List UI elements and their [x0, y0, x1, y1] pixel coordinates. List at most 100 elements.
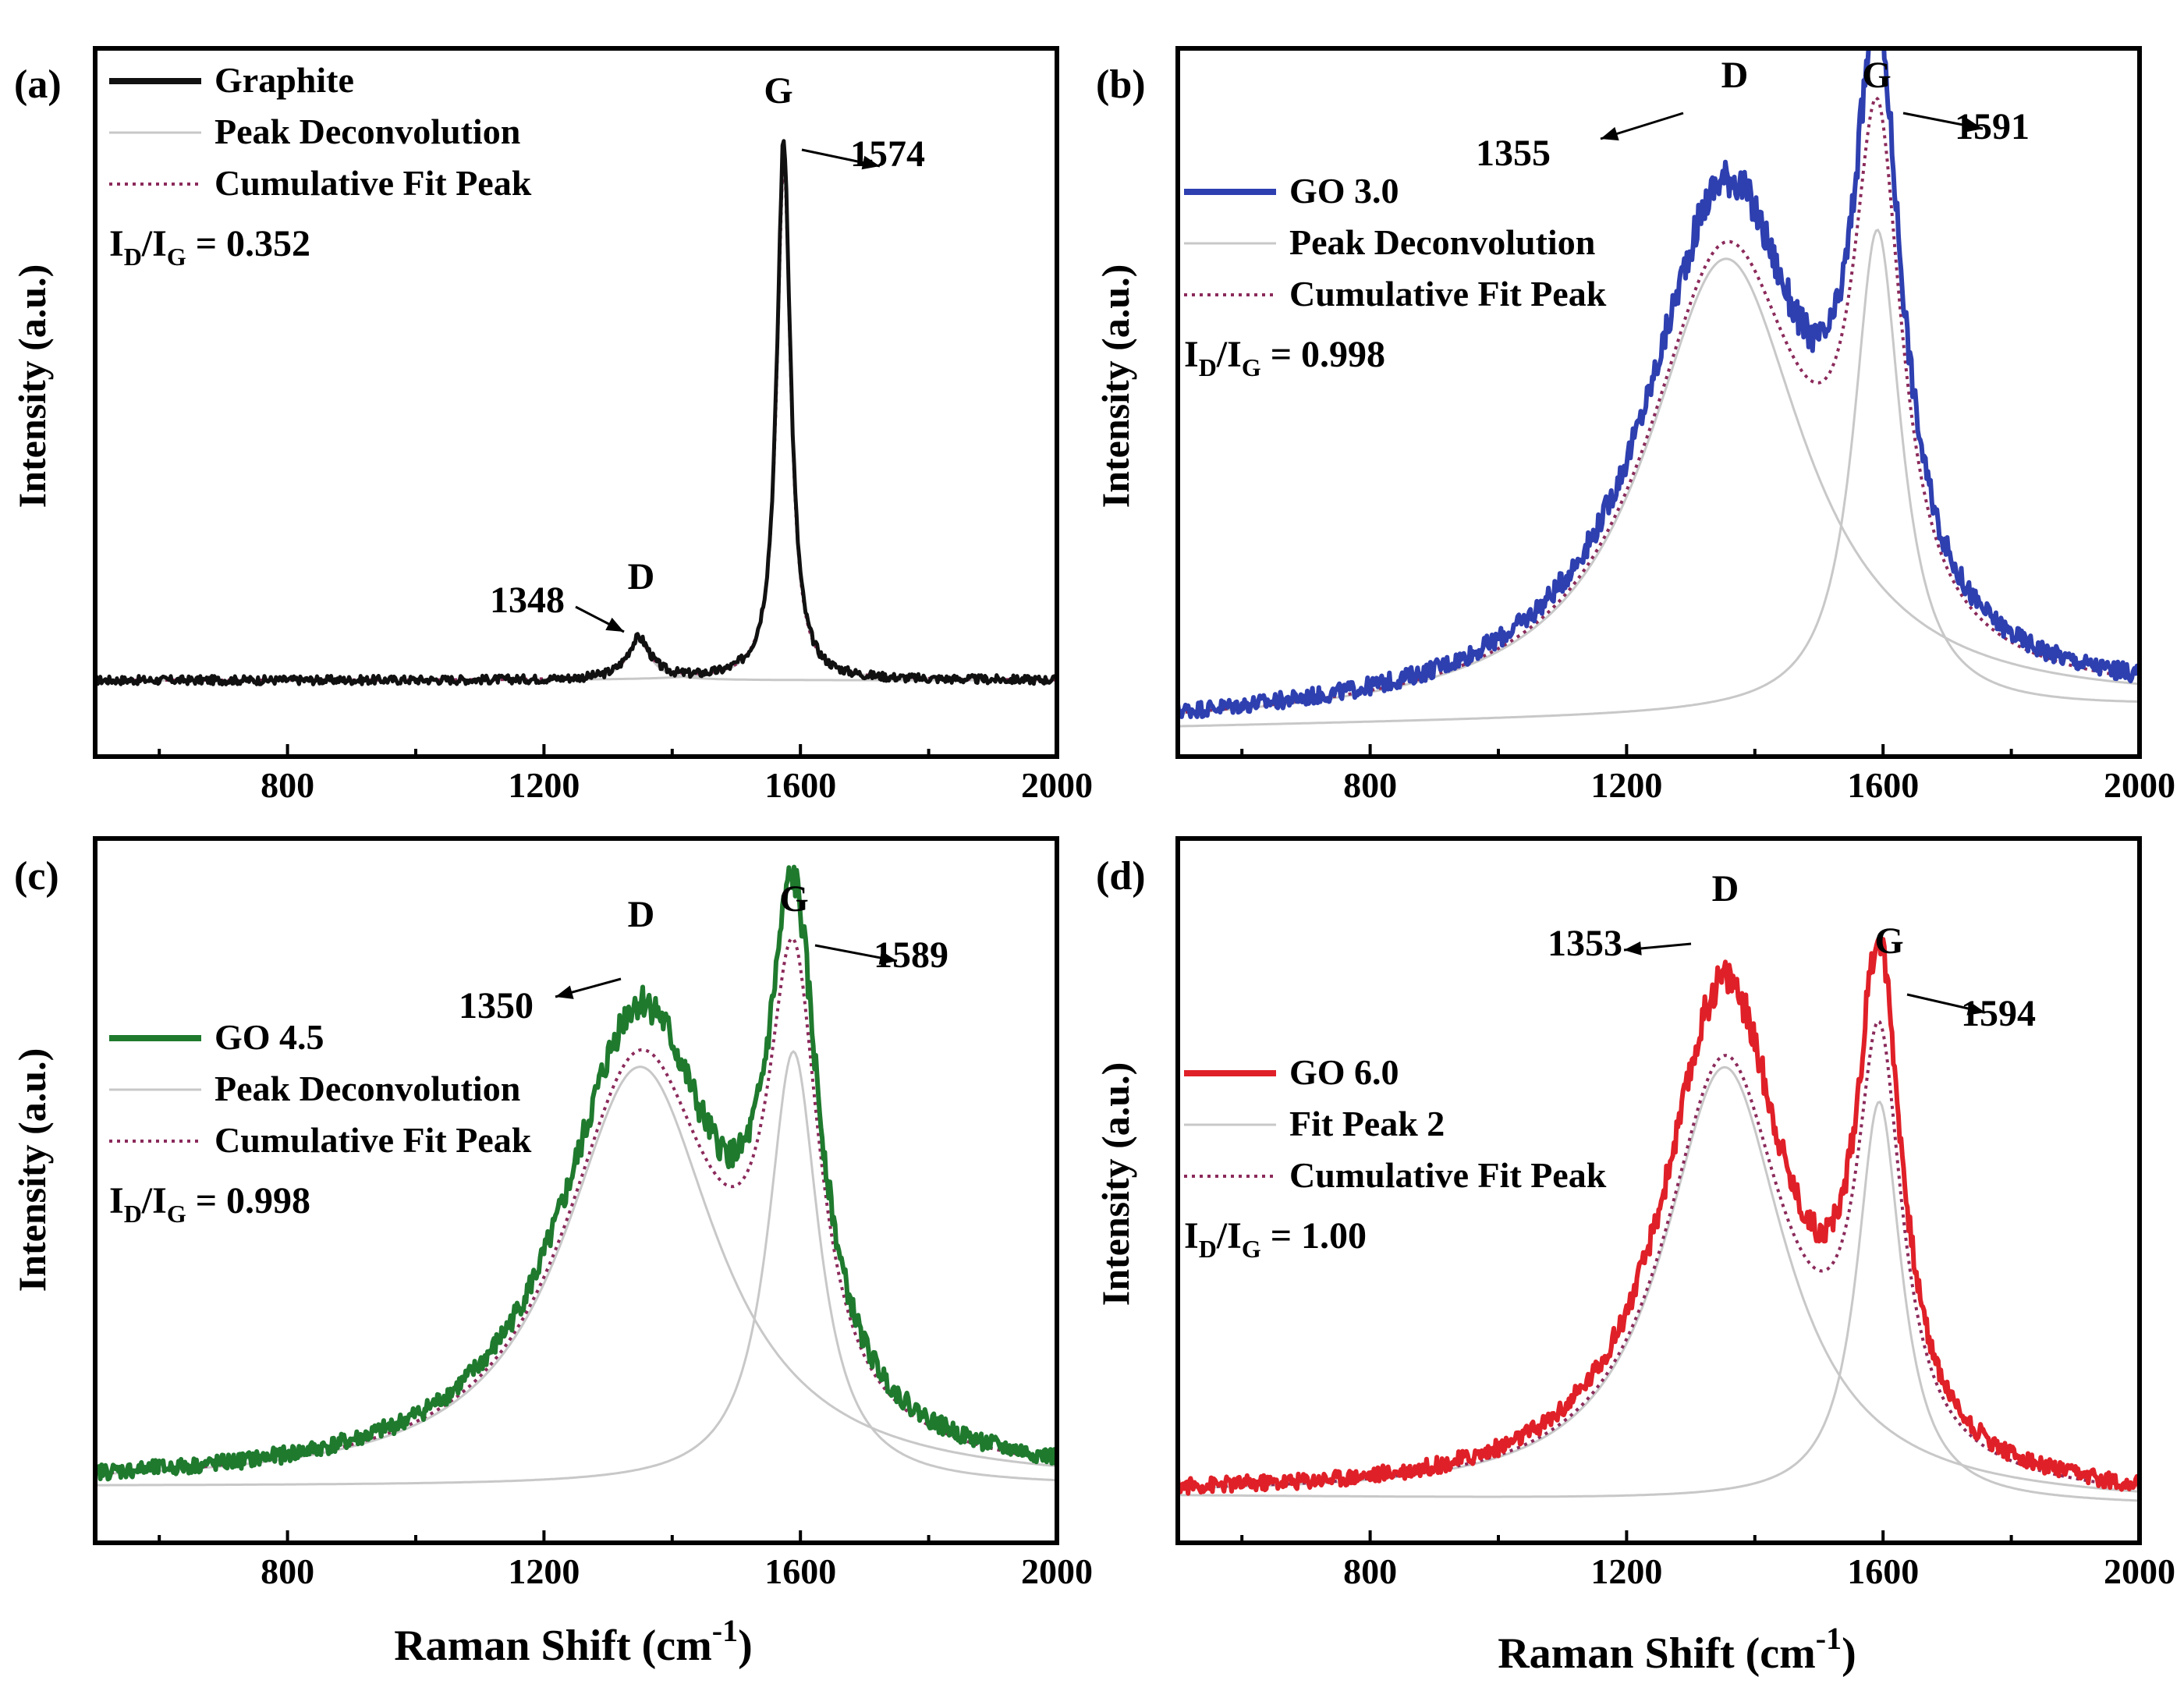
deconvolution-peak-G: [1178, 229, 2140, 728]
chart-panel-b: 800 1200 1600 2000 Intensity (a.u.) (b) GO 3.0…: [1094, 46, 2175, 805]
peak-letter-D: D: [1721, 55, 1749, 96]
x-axis-title-left: Raman Shift (cm-1): [394, 1613, 753, 1670]
legend-label: Peak Deconvolution: [1289, 222, 1595, 262]
legend-label: GO 3.0: [1289, 171, 1399, 211]
x-tick-label: 1200: [508, 1551, 580, 1591]
chart-panel-d: 800 1200 1600 2000 Intensity (a.u.) (d) GO 6.0…: [1094, 836, 2175, 1591]
ratio-part: I: [109, 1180, 124, 1221]
x-axis-title-right: Raman Shift (cm-1): [1498, 1621, 1856, 1678]
ratio-part: G: [167, 1200, 186, 1228]
legend-label: GO 6.0: [1289, 1052, 1399, 1092]
peak-letter-D: D: [628, 894, 655, 935]
peak-arrow-head: [861, 155, 880, 170]
peak-letter-D: D: [628, 556, 655, 597]
x-tick-label: 2000: [2104, 765, 2175, 805]
spectrum-line: [1178, 935, 2140, 1496]
legend: Graphite Peak Deconvolution Cumulative Fit…: [109, 60, 532, 203]
ratio-part: I: [1184, 334, 1199, 375]
chart-panel-a: 800 1200 1600 2000 Intensity (a.u.) (a) Graphi…: [10, 46, 1093, 805]
ratio-part: D: [1199, 353, 1217, 381]
x-tick-label: 2000: [1021, 1551, 1093, 1591]
peak-arrow-head: [1601, 126, 1619, 141]
peak-arrow-head: [1624, 941, 1642, 955]
deconvolution-peak-D: [1178, 257, 2140, 715]
x-tick-label: 1200: [1590, 1551, 1662, 1591]
ratio-part: G: [167, 243, 186, 271]
panel-letter: (c): [14, 854, 59, 899]
legend-label: Cumulative Fit Peak: [1289, 1155, 1607, 1195]
legend: GO 3.0 Peak Deconvolution Cumulative Fit P…: [1184, 171, 1607, 314]
x-tick-label: 1200: [1590, 765, 1662, 805]
ratio-part: G: [1242, 353, 1261, 381]
ratio-part: /I: [1216, 1215, 1242, 1257]
ratio-part: D: [1199, 1235, 1217, 1263]
chart-panel-c: 800 1200 1600 2000 Intensity (a.u.) (c) GO 4.5…: [10, 836, 1093, 1591]
legend-label: Cumulative Fit Peak: [1289, 274, 1607, 314]
ratio-text: ID/IG = 0.352: [109, 223, 310, 271]
x-tick-label: 1600: [764, 765, 836, 805]
ratio-text: ID/IG = 0.998: [109, 1180, 310, 1228]
plot-frame: [1175, 46, 2142, 759]
panel-letter: (d): [1096, 854, 1146, 899]
peak-arrow-head: [605, 617, 624, 632]
x-tick-label: 800: [261, 1551, 314, 1591]
ratio-part: I: [1184, 1215, 1199, 1257]
panel-letter: (b): [1096, 62, 1146, 107]
spectrum-line: [95, 139, 1057, 686]
ratio-part: I: [109, 223, 124, 264]
peak-value-D: 1353: [1548, 923, 1622, 964]
ratio-part: = 0.352: [186, 223, 310, 264]
ratio-part: = 1.00: [1261, 1215, 1367, 1257]
peak-letter-G: G: [764, 70, 792, 112]
ratio-part: = 0.998: [186, 1180, 310, 1221]
plot-frame: [1175, 836, 2142, 1545]
legend-label: Fit Peak 2: [1289, 1104, 1445, 1143]
ratio-part: G: [1242, 1235, 1261, 1263]
peak-value-G: 1574: [850, 133, 925, 175]
peak-value-D: 1355: [1476, 133, 1551, 174]
x-tick-label: 800: [261, 765, 314, 805]
legend-label: Graphite: [214, 60, 354, 100]
panel-letter: (a): [14, 62, 62, 107]
ratio-part: D: [124, 1200, 142, 1228]
x-tick-label: 800: [1343, 1551, 1397, 1591]
y-axis-label: Intensity (a.u.): [1094, 1062, 1137, 1306]
deconvolution-peak-G: [1178, 1101, 2140, 1502]
peak-value-D: 1350: [459, 985, 534, 1026]
x-tick-label: 800: [1343, 765, 1397, 805]
plot-area: [1178, 935, 2140, 1502]
x-tick-label: 1600: [1847, 765, 1919, 805]
ratio-text: ID/IG = 0.998: [1184, 334, 1385, 381]
plot-frame: [93, 46, 1059, 759]
x-tick-label: 2000: [1021, 765, 1093, 805]
legend-label: GO 4.5: [214, 1017, 324, 1057]
spectrum-line: [95, 864, 1057, 1482]
legend-label: Cumulative Fit Peak: [214, 1120, 532, 1160]
legend: GO 6.0 Fit Peak 2 Cumulative Fit Peak: [1184, 1052, 1607, 1195]
peak-letter-D: D: [1712, 868, 1739, 909]
ratio-part: /I: [1216, 334, 1242, 375]
peak-letter-G: G: [1862, 55, 1891, 96]
x-tick-label: 1600: [764, 1551, 836, 1591]
plot-frame: [93, 836, 1059, 1545]
legend-label: Peak Deconvolution: [214, 112, 520, 151]
y-axis-label: Intensity (a.u.): [10, 1048, 54, 1292]
peak-letter-G: G: [1874, 920, 1903, 962]
deconvolution-peak-G: [95, 1050, 1057, 1487]
legend-label: Cumulative Fit Peak: [214, 163, 532, 203]
plot-area: [95, 864, 1057, 1487]
ratio-part: /I: [141, 1180, 167, 1221]
legend-label: Peak Deconvolution: [214, 1069, 520, 1108]
peak-arrow-head: [555, 985, 574, 999]
legend: GO 4.5 Peak Deconvolution Cumulative Fit P…: [109, 1017, 532, 1160]
plot-area: [1178, 48, 2140, 728]
x-tick-label: 1600: [1847, 1551, 1919, 1591]
ratio-part: D: [124, 243, 142, 271]
peak-arrow-head: [878, 951, 897, 965]
plot-area: [95, 139, 1057, 686]
peak-arrow-head: [1966, 1002, 1985, 1016]
y-axis-label: Intensity (a.u.): [10, 264, 54, 509]
peak-value-D: 1348: [490, 580, 565, 621]
